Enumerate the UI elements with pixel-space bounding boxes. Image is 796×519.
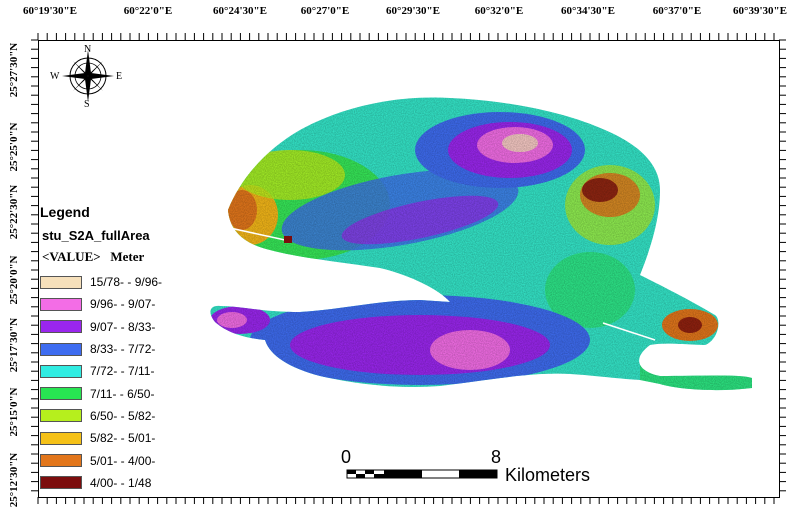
- legend-classes: 15/78- - 9/96- 9/96- - 9/07- 9/07- - 8/33-…: [40, 271, 200, 494]
- legend-title: Legend: [40, 204, 90, 220]
- legend-class-row: 6/50- - 5/82-: [40, 405, 200, 427]
- legend-class-label: 9/96- - 9/07-: [90, 297, 156, 312]
- lon-label: 60°34'30"E: [561, 5, 615, 17]
- legend-class-label: 9/07- - 8/33-: [90, 319, 156, 334]
- scale-unit-label: Kilometers: [505, 465, 591, 485]
- legend-class-row: 5/01- - 4/00-: [40, 449, 200, 471]
- lon-label: 60°37'0"E: [652, 5, 702, 17]
- compass-w-label: W: [50, 71, 60, 82]
- scale-bar: [346, 469, 498, 479]
- legend-swatch: [40, 364, 82, 378]
- legend-class-row: 15/78- - 9/96-: [40, 271, 200, 293]
- legend-swatch: [40, 454, 82, 468]
- legend-swatch: [40, 431, 82, 445]
- legend-class-label: 5/01- - 4/00-: [90, 453, 156, 468]
- legend-value-label: <VALUE> Meter: [42, 249, 145, 264]
- lon-label: 60°39'30"E: [733, 5, 787, 17]
- lon-label: 60°32'0"E: [474, 5, 524, 17]
- scale-start-label: 0: [341, 447, 352, 467]
- lon-label: 60°29'30"E: [386, 5, 440, 17]
- legend-class-label: 7/72- - 7/11-: [90, 364, 155, 379]
- legend-swatch: [40, 409, 82, 423]
- legend-swatch: [40, 387, 82, 401]
- compass-s-label: S: [84, 99, 90, 110]
- legend-class-label: 6/50- - 5/82-: [90, 408, 156, 423]
- legend-class-row: 9/07- - 8/33-: [40, 316, 200, 338]
- lon-label: 60°24'30"E: [213, 5, 267, 17]
- legend-swatch: [40, 297, 82, 311]
- legend-layer-name: stu_S2A_fullArea: [42, 228, 150, 243]
- compass-n-label: N: [84, 44, 92, 55]
- frame-ticks: [31, 33, 786, 504]
- map-frame: [38, 40, 780, 498]
- legend-class-row: 7/72- - 7/11-: [40, 360, 200, 382]
- compass-e-label: E: [116, 71, 123, 82]
- lon-label: 60°19'30"E: [23, 5, 77, 17]
- legend-swatch: [40, 476, 82, 490]
- legend-class-row: 8/33- - 7/72-: [40, 338, 200, 360]
- depth-raster: [210, 97, 752, 391]
- legend-class-row: 9/96- - 9/07-: [40, 293, 200, 315]
- lon-label: 60°22'0"E: [123, 5, 173, 17]
- legend-class-row: 5/82- - 5/01-: [40, 427, 200, 449]
- legend-class-row: 4/00- - 1/48: [40, 472, 200, 494]
- legend-class-row: 7/11- - 6/50-: [40, 382, 200, 404]
- legend-class-label: 8/33- - 7/72-: [90, 342, 156, 357]
- legend-swatch: [40, 320, 82, 334]
- legend-class-label: 5/82- - 5/01-: [90, 431, 156, 446]
- legend-class-label: 15/78- - 9/96-: [90, 275, 163, 290]
- legend: Legend stu_S2A_fullArea <VALUE> Meter 15…: [40, 204, 200, 494]
- compass-rose-icon: [62, 50, 114, 102]
- scale-end-label: 8: [491, 447, 502, 467]
- legend-swatch: [40, 342, 82, 356]
- legend-class-label: 7/11- - 6/50-: [90, 386, 155, 401]
- legend-swatch: [40, 275, 82, 289]
- legend-class-label: 4/00- - 1/48: [90, 475, 152, 490]
- lon-label: 60°27'0"E: [300, 5, 350, 17]
